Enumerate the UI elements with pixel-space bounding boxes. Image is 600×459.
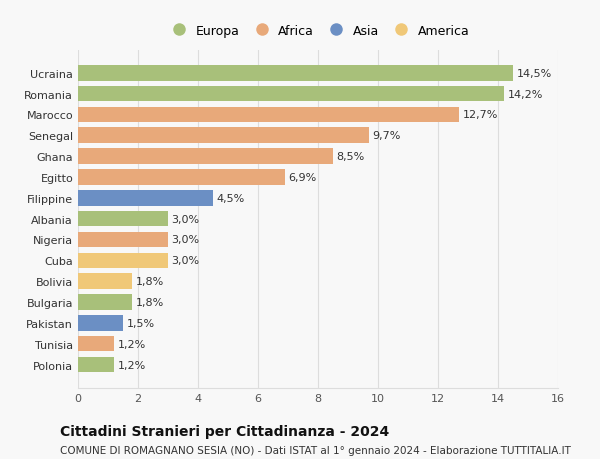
Bar — [78, 170, 285, 185]
Text: 1,8%: 1,8% — [136, 277, 164, 286]
Text: 12,7%: 12,7% — [463, 110, 498, 120]
Bar — [78, 295, 132, 310]
Text: 14,5%: 14,5% — [517, 69, 552, 78]
Bar — [78, 149, 333, 165]
Bar — [78, 128, 369, 144]
Text: 4,5%: 4,5% — [217, 193, 245, 203]
Text: COMUNE DI ROMAGNANO SESIA (NO) - Dati ISTAT al 1° gennaio 2024 - Elaborazione TU: COMUNE DI ROMAGNANO SESIA (NO) - Dati IS… — [60, 445, 571, 455]
Text: 1,2%: 1,2% — [118, 360, 146, 369]
Text: Cittadini Stranieri per Cittadinanza - 2024: Cittadini Stranieri per Cittadinanza - 2… — [60, 425, 389, 438]
Text: 3,0%: 3,0% — [172, 256, 200, 266]
Bar — [78, 357, 114, 373]
Text: 1,2%: 1,2% — [118, 339, 146, 349]
Bar — [78, 336, 114, 352]
Text: 8,5%: 8,5% — [337, 152, 365, 162]
Bar — [78, 212, 168, 227]
Bar — [78, 232, 168, 248]
Bar — [78, 107, 459, 123]
Bar — [78, 274, 132, 289]
Text: 1,8%: 1,8% — [136, 297, 164, 308]
Text: 1,5%: 1,5% — [127, 318, 155, 328]
Text: 3,0%: 3,0% — [172, 235, 200, 245]
Text: 9,7%: 9,7% — [373, 131, 401, 141]
Text: 14,2%: 14,2% — [508, 90, 543, 100]
Bar — [78, 66, 513, 81]
Bar — [78, 87, 504, 102]
Text: 3,0%: 3,0% — [172, 214, 200, 224]
Bar — [78, 315, 123, 331]
Bar — [78, 253, 168, 269]
Legend: Europa, Africa, Asia, America: Europa, Africa, Asia, America — [161, 20, 475, 43]
Text: 6,9%: 6,9% — [289, 173, 317, 183]
Bar — [78, 190, 213, 206]
